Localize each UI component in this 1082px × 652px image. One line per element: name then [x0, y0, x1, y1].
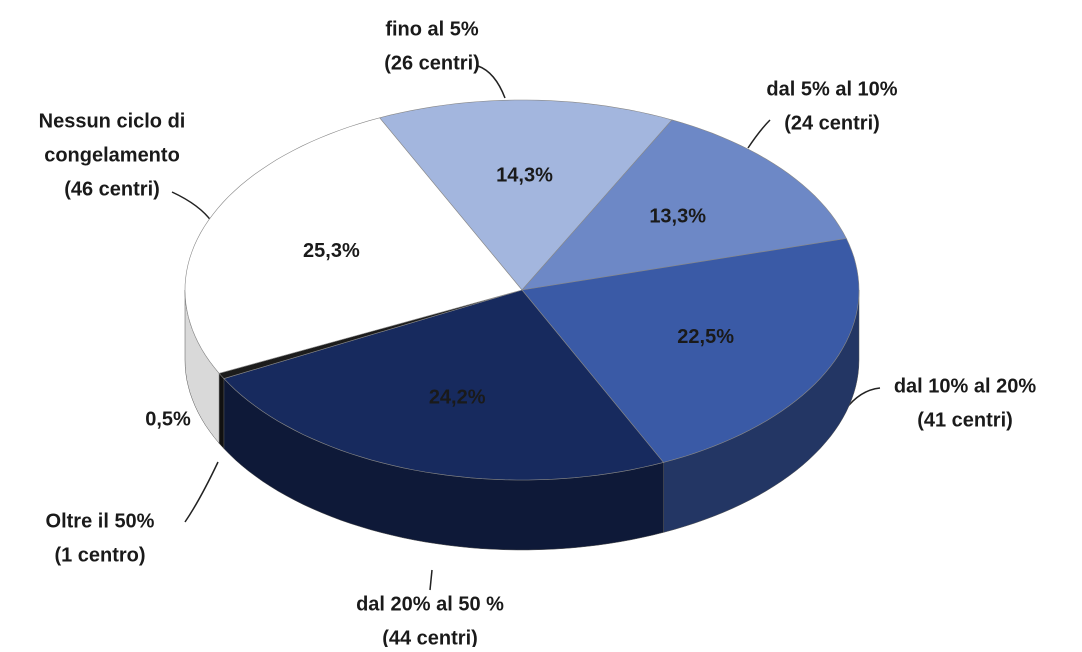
category-label: (1 centro) [54, 544, 145, 566]
value-label: 24,2% [429, 386, 486, 408]
value-label: 0,5% [145, 408, 191, 430]
leader-line [747, 119, 771, 149]
category-label: congelamento [44, 144, 180, 166]
category-label: (44 centri) [382, 627, 478, 647]
category-label: Nessun ciclo di [39, 110, 186, 132]
category-label: dal 5% al 10% [766, 78, 897, 100]
leader-line [184, 461, 219, 523]
leader-line [171, 191, 213, 223]
leader-line [477, 65, 506, 99]
leader-line [429, 569, 433, 591]
category-label: Oltre il 50% [46, 510, 155, 532]
slice [223, 289, 665, 481]
category-label: (46 centri) [64, 178, 160, 200]
value-label: 14,3% [496, 164, 553, 186]
category-label: (26 centri) [384, 52, 480, 74]
value-label: 22,5% [677, 326, 734, 348]
category-label: fino al 5% [385, 18, 479, 40]
value-label: 25,3% [303, 240, 360, 262]
leader-lines [171, 65, 881, 591]
category-label: dal 20% al 50 % [356, 593, 504, 615]
slice [379, 99, 673, 291]
slice [521, 238, 860, 463]
category-label: (24 centri) [784, 112, 880, 134]
category-label: (41 centri) [917, 409, 1013, 431]
slice [521, 119, 847, 291]
slice-side [218, 372, 225, 450]
category-label: dal 10% al 20% [894, 375, 1037, 397]
value-label: 13,3% [649, 206, 706, 228]
slice [184, 117, 523, 374]
